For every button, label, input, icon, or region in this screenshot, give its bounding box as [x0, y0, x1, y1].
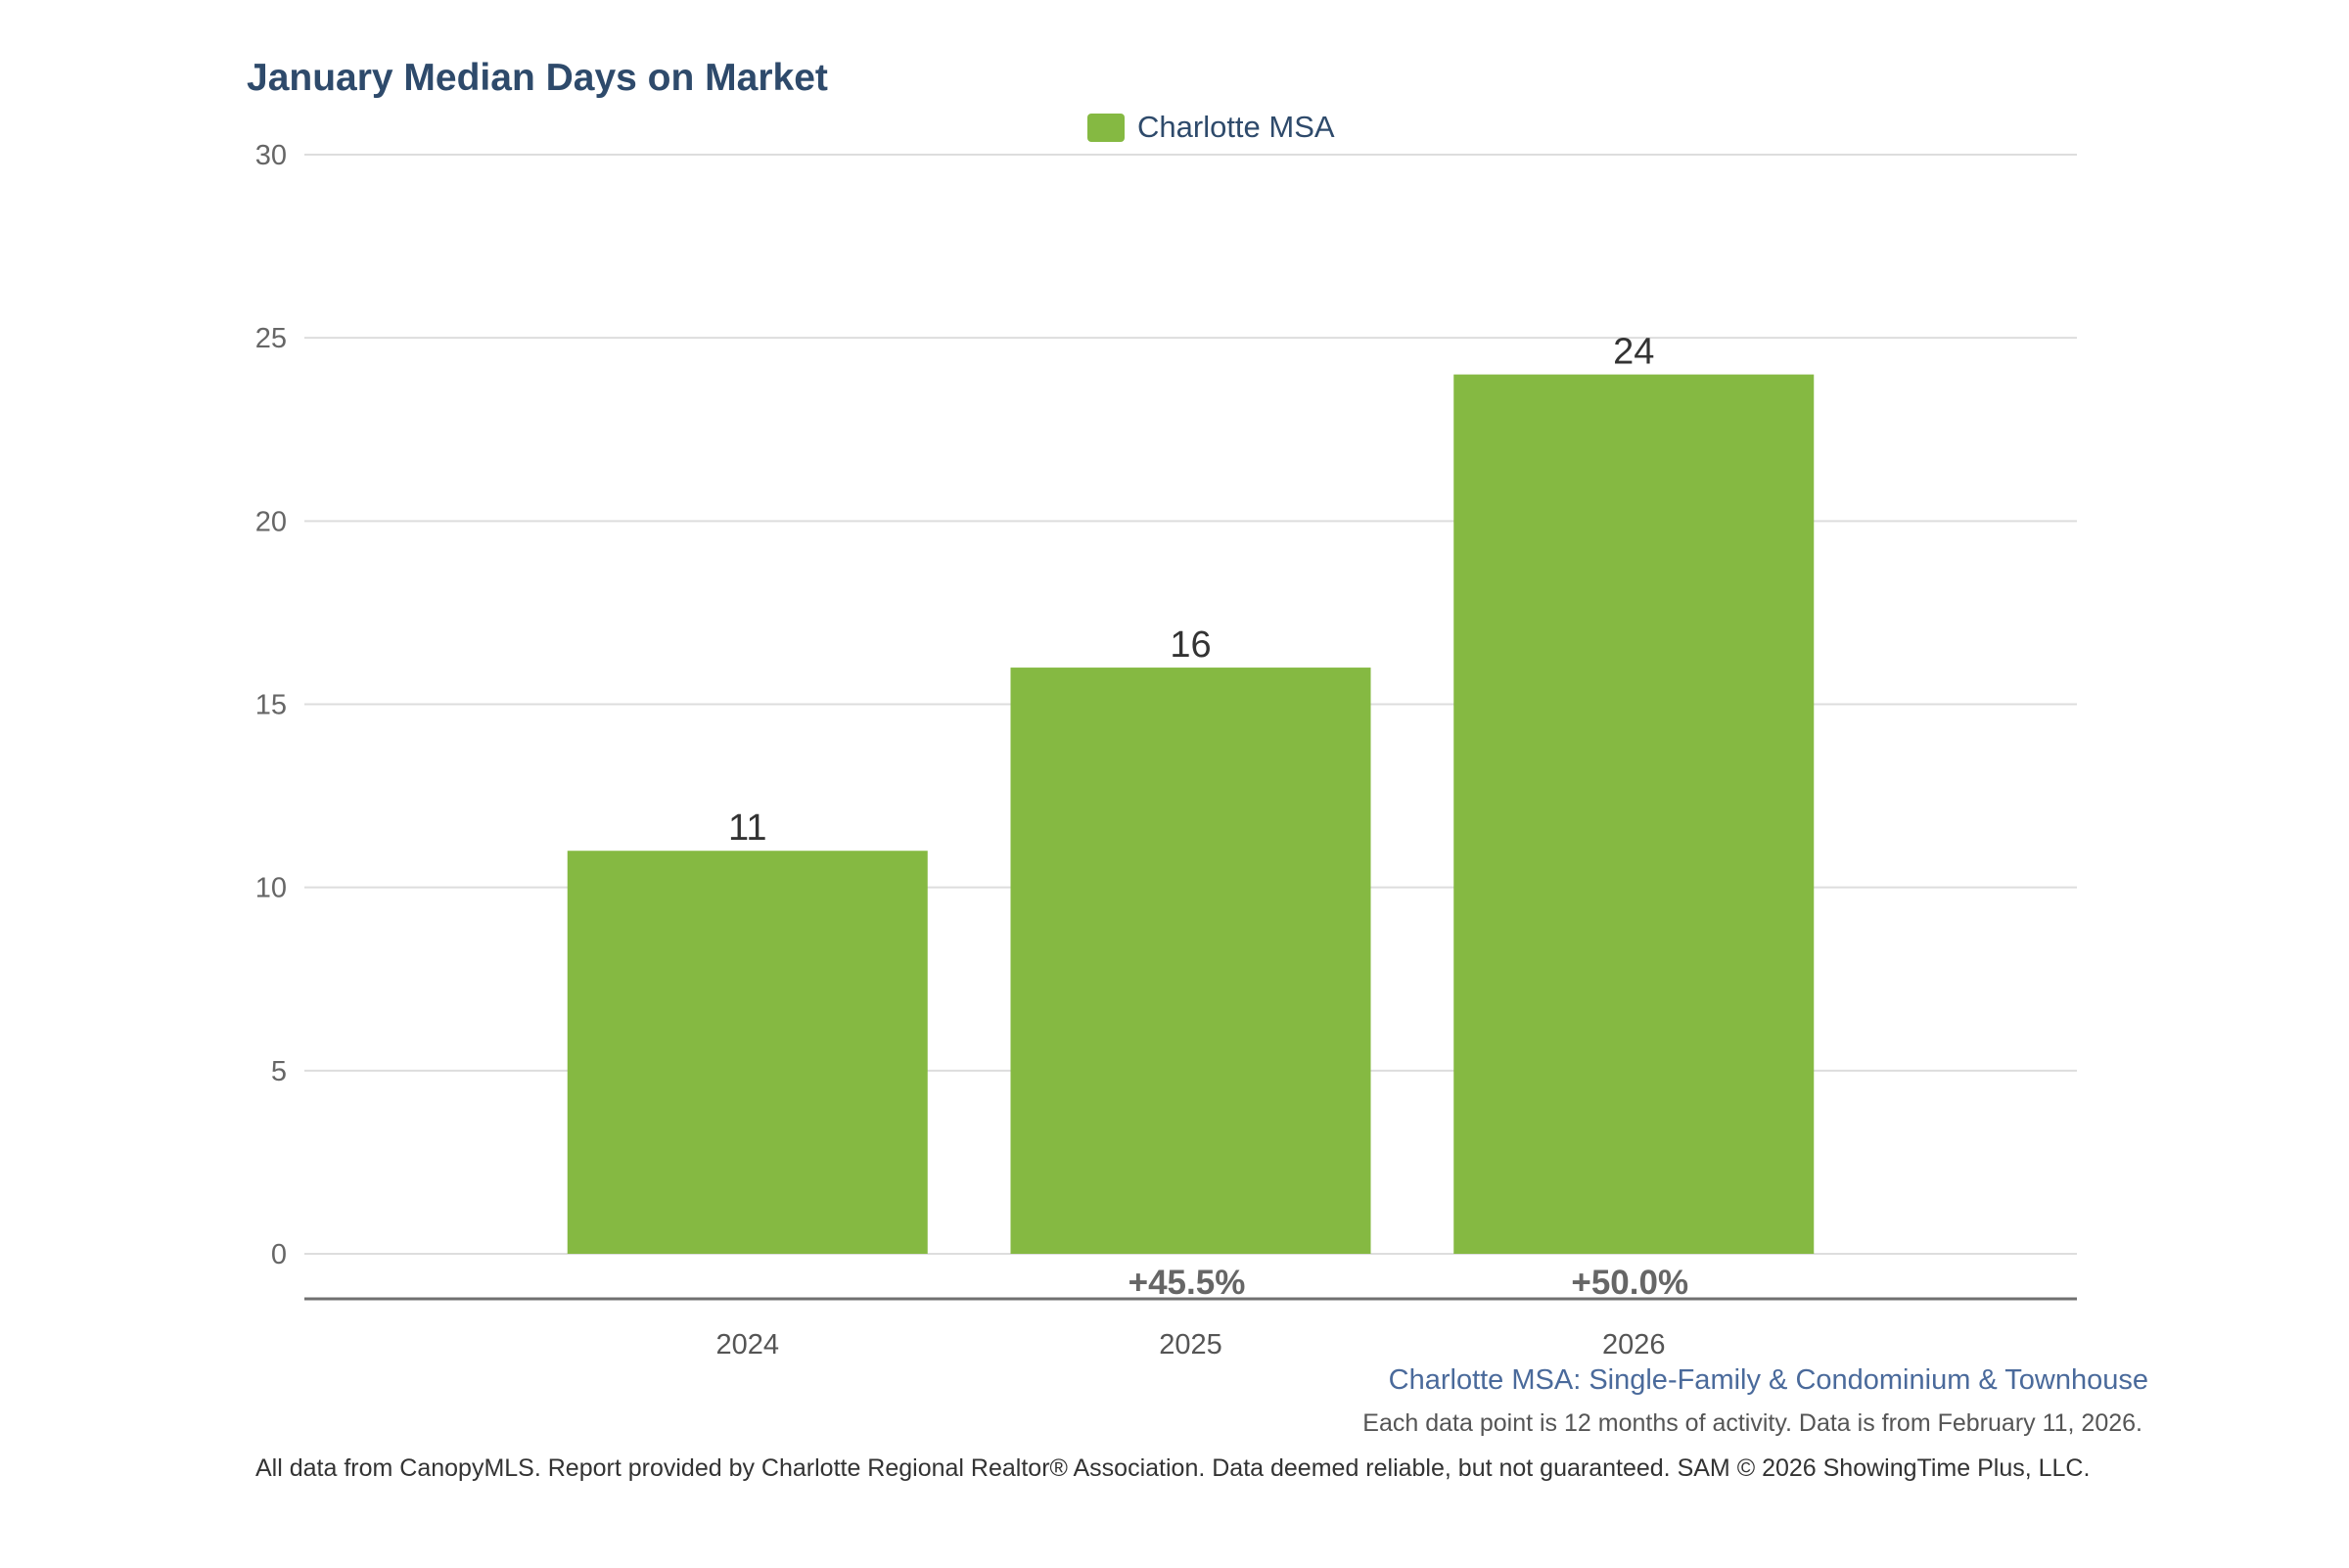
y-axis-ticks: 0 5 10 15 20 25 30: [255, 140, 287, 1270]
bar: [1453, 374, 1815, 1255]
percent-change-labels: +45.5% +50.0%: [1128, 1264, 1688, 1302]
y-tick-label: 0: [271, 1239, 287, 1270]
data-note: Each data point is 12 months of activity…: [1362, 1409, 2142, 1437]
x-tick-label: 2025: [1159, 1329, 1222, 1360]
data-labels: 11 16 24: [728, 332, 1654, 850]
y-tick-label: 25: [255, 323, 287, 354]
data-label: 16: [1170, 624, 1211, 666]
footer-disclaimer: All data from CanopyMLS. Report provided…: [255, 1454, 2091, 1482]
legend-swatch: [1087, 113, 1125, 142]
y-tick-label: 10: [255, 873, 287, 904]
y-tick-label: 5: [271, 1056, 287, 1087]
data-label: 24: [1613, 332, 1654, 373]
data-label: 11: [728, 807, 766, 849]
bar: [1010, 668, 1371, 1254]
legend-label: Charlotte MSA: [1137, 110, 1335, 144]
legend: Charlotte MSA: [1087, 110, 1335, 145]
bar: [567, 851, 928, 1254]
x-axis-ticks: 2024 2025 2026: [715, 1329, 1665, 1360]
chart-title: January Median Days on Market: [247, 57, 828, 99]
x-tick-label: 2024: [715, 1329, 779, 1360]
y-tick-label: 15: [255, 690, 287, 721]
y-tick-label: 30: [255, 140, 287, 171]
percent-change-label: +45.5%: [1128, 1264, 1246, 1302]
percent-change-label: +50.0%: [1571, 1264, 1688, 1302]
bars: [567, 374, 1815, 1255]
y-tick-label: 20: [255, 506, 287, 537]
x-tick-label: 2026: [1602, 1329, 1666, 1360]
chart-subtitle: Charlotte MSA: Single-Family & Condomini…: [1388, 1364, 2148, 1396]
